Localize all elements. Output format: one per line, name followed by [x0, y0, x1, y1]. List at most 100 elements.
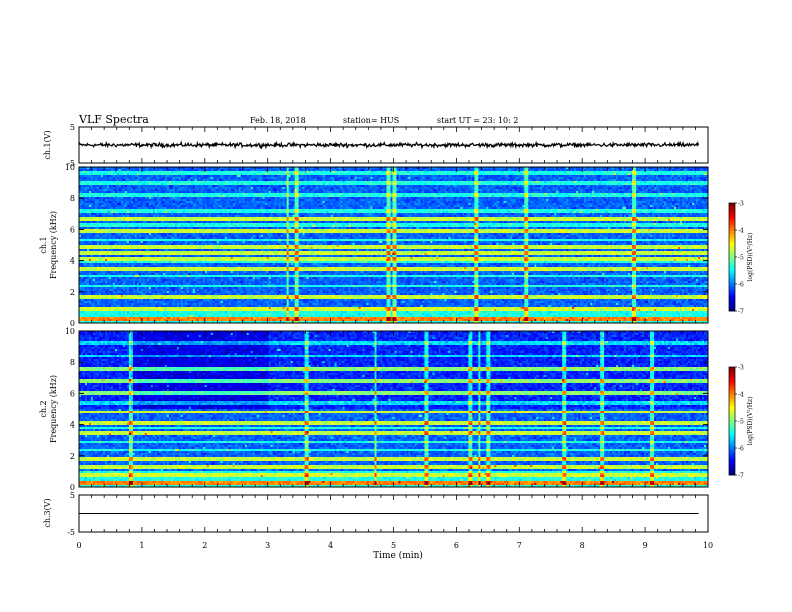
spectrogram-cell [548, 173, 550, 175]
spectrogram-cell [656, 175, 658, 177]
spectrogram-cell [478, 169, 480, 171]
spectrogram-cell [682, 173, 684, 175]
spectrogram-cell [412, 173, 414, 175]
spectrogram-cell [590, 173, 592, 175]
spectrogram-cell [289, 169, 291, 171]
spectrogram-cell [187, 173, 189, 175]
spectrogram-cell [299, 169, 301, 171]
spectrogram-cell [668, 173, 670, 175]
spectrogram-cell [109, 171, 111, 173]
spectrogram-cell [434, 173, 436, 175]
spectrogram-cell [359, 173, 361, 175]
spectrogram-cell [133, 173, 135, 175]
spectrogram-cell [253, 175, 255, 177]
spectrogram-cell [562, 177, 564, 179]
spectrogram-cell [568, 173, 570, 175]
spectrogram-cell [528, 177, 530, 179]
spectrogram-cell [121, 171, 123, 173]
spectrogram-cell [91, 171, 93, 173]
spectrogram-cell [654, 175, 656, 177]
spectrogram-cell [408, 175, 410, 177]
spectrogram-cell [305, 177, 307, 179]
spectrogram-cell [241, 177, 243, 179]
spectrogram-cell [93, 171, 95, 173]
spectrogram-cell [612, 171, 614, 173]
spectrogram-cell [195, 169, 197, 171]
spectrogram-cell [107, 177, 109, 179]
spectrogram-cell [678, 169, 680, 171]
spectrogram-cell [369, 175, 371, 177]
spectrogram-cell [570, 171, 572, 173]
spectrogram-cell [538, 173, 540, 175]
spectrogram-cell [626, 177, 628, 179]
spectrogram-cell [484, 173, 486, 175]
spectrogram-cell [560, 177, 562, 179]
spectrogram-cell [287, 173, 289, 175]
spectrogram-cell [99, 177, 101, 179]
spectrogram-cell [616, 171, 618, 173]
spectrogram-cell [578, 175, 580, 177]
spectrogram-cell [500, 177, 502, 179]
spectrogram-cell [596, 175, 598, 177]
spectrogram-cell [117, 177, 119, 179]
spectrogram-cell [239, 177, 241, 179]
spectrogram-cell [678, 171, 680, 173]
spectrogram-cell [235, 169, 237, 171]
spectrogram-cell [536, 175, 538, 177]
spectrogram-cell [600, 171, 602, 173]
spectrogram-cell [353, 175, 355, 177]
spectrogram-cell [654, 171, 656, 173]
spectrogram-cell [269, 171, 271, 173]
spectrogram-cell [550, 175, 552, 177]
spectrogram-cell [275, 175, 277, 177]
spectrogram-cell [444, 173, 446, 175]
spectrogram-cell [363, 177, 365, 179]
spectrogram-cell [117, 175, 119, 177]
spectrogram-cell [456, 173, 458, 175]
spectrogram-cell [383, 177, 385, 179]
spectrogram-cell [95, 173, 97, 175]
spectrogram-cell [377, 171, 379, 173]
spectrogram-cell [203, 175, 205, 177]
spectrogram-cell [263, 177, 265, 179]
spectrogram-cell [502, 169, 504, 171]
spectrogram-cell [490, 173, 492, 175]
spectrogram-cell [389, 175, 391, 177]
spectrogram-cell [245, 169, 247, 171]
spectrogram-cell [610, 169, 612, 171]
spectrogram-cell [251, 177, 253, 179]
spectrogram-cell [462, 171, 464, 173]
spectrogram-cell [408, 177, 410, 179]
spectrogram-cell [323, 173, 325, 175]
spectrogram-cell [494, 173, 496, 175]
spectrogram-cell [337, 175, 339, 177]
spectrogram-cell [357, 175, 359, 177]
spectrogram-cell [303, 175, 305, 177]
spectrogram-cell [400, 175, 402, 177]
spectrogram-cell [590, 177, 592, 179]
spectrogram-cell [251, 169, 253, 171]
spectrogram-cell [460, 175, 462, 177]
spectrogram-cell [696, 173, 698, 175]
spectrogram-cell [408, 173, 410, 175]
spectrogram-cell [167, 171, 169, 173]
spectrogram-cell [211, 177, 213, 179]
spectrogram-cell [143, 177, 145, 179]
spectrogram-cell [436, 177, 438, 179]
spectrogram-cell [179, 175, 181, 177]
spectrogram-cell [488, 171, 490, 173]
spectrogram-cell [113, 171, 115, 173]
spectrogram-cell [398, 177, 400, 179]
spectrogram-cell [343, 171, 345, 173]
spectrogram-cell [578, 173, 580, 175]
spectrogram-cell [646, 171, 648, 173]
spectrogram-cell [189, 175, 191, 177]
spectrogram-cell [548, 169, 550, 171]
spectrogram-cell [235, 177, 237, 179]
spectrogram-cell [339, 175, 341, 177]
spectrogram-cell [692, 169, 694, 171]
spectrogram-cell [584, 175, 586, 177]
spectrogram-cell [221, 169, 223, 171]
spectrogram-cell [161, 173, 163, 175]
spectrogram-cell [85, 173, 87, 175]
